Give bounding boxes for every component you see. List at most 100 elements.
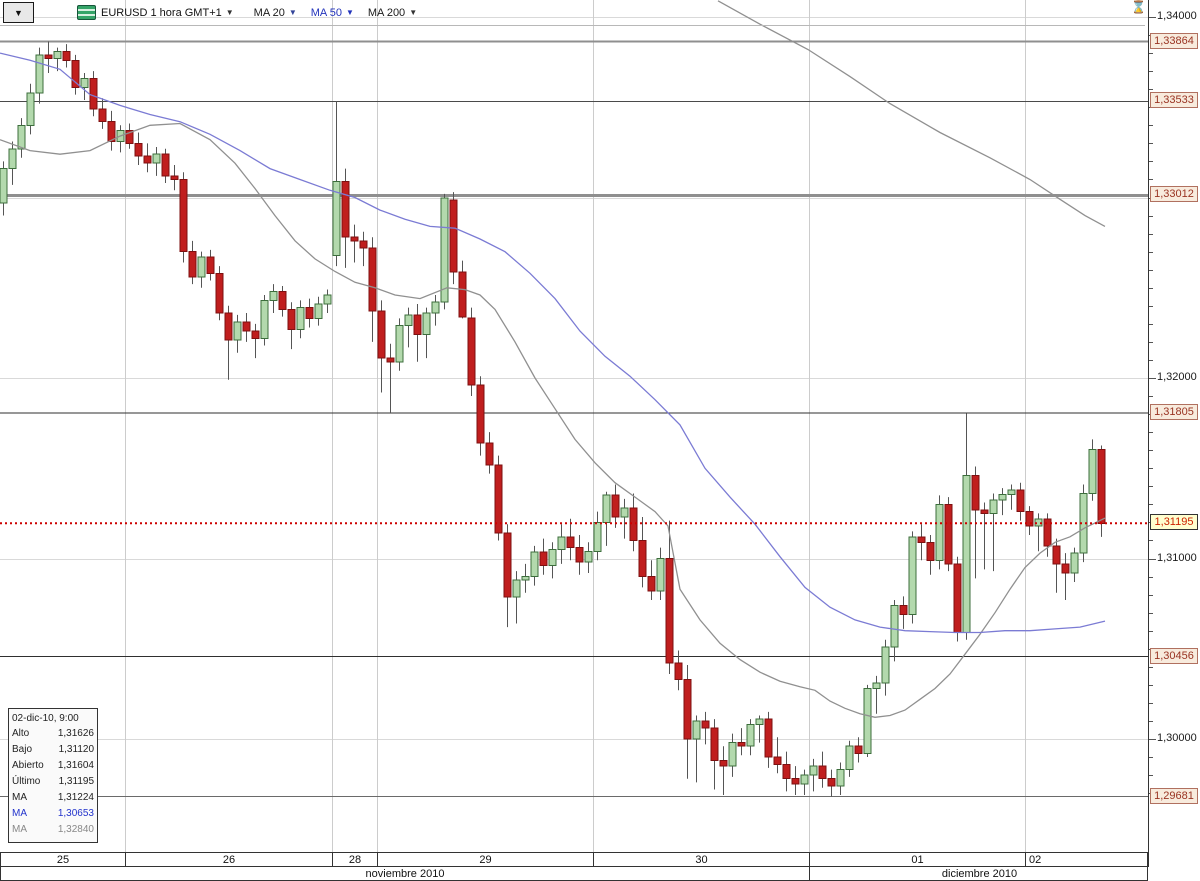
candle-down — [575, 547, 584, 563]
ma-20-line — [0, 122, 1106, 718]
candle-down — [188, 251, 197, 278]
candle-up — [908, 536, 917, 615]
price-tick — [1149, 216, 1153, 217]
candle-up — [890, 604, 899, 648]
chart-plot-area — [0, 0, 1148, 852]
data-window-row-value: 1,32840 — [57, 824, 94, 835]
price-tick — [1149, 757, 1153, 758]
price-tick — [1149, 432, 1153, 433]
candle-down — [710, 727, 719, 762]
price-tick — [1149, 17, 1156, 18]
chart-menu-dropdown-button[interactable]: ▼ — [3, 2, 34, 23]
level-price-label: 1,31805 — [1150, 404, 1198, 421]
candle-up — [809, 765, 818, 776]
candle-up — [557, 536, 566, 550]
toolbar: ▼ EURUSD 1 hora GMT+1 ▼ MA 20 ▼ MA 50 ▼ MA 2… — [0, 0, 1145, 26]
candle-down — [737, 742, 746, 747]
time-axis-months: noviembre 2010 diciembre 2010 — [0, 867, 1148, 881]
day-label: 01 — [810, 853, 1026, 866]
price-tick — [1149, 378, 1156, 379]
candle-down — [926, 541, 935, 561]
day-label: 02 — [1029, 853, 1042, 866]
price-tick — [1149, 595, 1153, 596]
day-label: 30 — [594, 853, 810, 866]
candle-up — [233, 321, 242, 341]
candle-up — [395, 325, 404, 363]
candle-down — [341, 180, 350, 238]
ma-50-selector[interactable]: MA 50 ▼ — [311, 7, 354, 19]
caret-down-icon: ▼ — [14, 7, 23, 18]
candle-up — [872, 682, 881, 689]
price-tick — [1149, 486, 1153, 487]
data-window-row-label: MA — [12, 808, 27, 819]
candle-up — [422, 312, 431, 336]
candle-up — [845, 745, 854, 771]
price-axis-label: 1,31000 — [1157, 551, 1197, 564]
ma-200-selector[interactable]: MA 200 ▼ — [368, 7, 417, 19]
candle-down — [224, 312, 233, 341]
day-label: 28 — [333, 853, 378, 866]
price-tick — [1149, 342, 1153, 343]
candle-down — [764, 718, 773, 758]
candle-up — [746, 724, 755, 747]
candle-up — [314, 303, 323, 319]
candle-down — [782, 763, 791, 780]
level-price-label: 1,33864 — [1150, 32, 1198, 49]
instrument-icon — [77, 5, 96, 20]
price-tick — [1149, 685, 1153, 686]
price-axis-label: 1,34000 — [1157, 10, 1197, 22]
data-window-row-label: Abierto — [12, 760, 44, 771]
candle-up — [656, 558, 665, 592]
candle-up — [1088, 449, 1097, 495]
candle-down — [953, 563, 962, 634]
candle-up — [593, 521, 602, 552]
candle-down — [944, 503, 953, 565]
data-window-row-label: Último — [12, 776, 41, 787]
candle-up — [962, 474, 971, 634]
hourglass-icon: ⌛ — [1131, 0, 1146, 14]
candle-up — [269, 290, 278, 301]
candle-down — [62, 50, 71, 61]
candle-up — [323, 294, 332, 305]
candle-up — [512, 579, 521, 598]
candle-down — [917, 536, 926, 543]
candle-down — [89, 77, 98, 110]
candle-up — [26, 92, 35, 126]
symbol-selector[interactable]: EURUSD 1 hora GMT+1 ▼ — [101, 7, 234, 19]
candle-down — [611, 494, 620, 518]
price-tick — [1149, 613, 1153, 614]
price-tick — [1149, 559, 1156, 560]
candle-down — [134, 142, 143, 157]
candle-up — [8, 148, 17, 170]
candle-down — [98, 108, 107, 123]
candle-down — [242, 321, 251, 332]
price-tick — [1149, 179, 1153, 180]
candle-up — [35, 54, 44, 94]
candle-down — [170, 175, 179, 180]
candle-down — [215, 272, 224, 314]
candle-down — [278, 290, 287, 310]
candle-down — [206, 256, 215, 274]
level-price-label: 1,29681 — [1150, 787, 1198, 804]
ma-20-selector[interactable]: MA 20 ▼ — [254, 7, 297, 19]
price-tick — [1149, 540, 1153, 541]
candle-down — [638, 539, 647, 578]
price-tick — [1149, 468, 1153, 469]
ma-200-line — [717, 0, 1106, 227]
price-tick — [1149, 252, 1153, 253]
candle-down — [791, 778, 800, 785]
candle-up — [431, 301, 440, 314]
price-tick — [1149, 288, 1153, 289]
candle-down — [1016, 489, 1025, 513]
candle-up — [620, 507, 629, 518]
ma-label: MA 200 — [367, 6, 406, 19]
price-tick — [1149, 667, 1153, 668]
data-window-row-label: Alto — [12, 728, 30, 739]
candle-down — [494, 464, 503, 534]
price-tick — [1149, 143, 1153, 144]
candle-up — [989, 499, 998, 514]
candle-down — [1061, 563, 1070, 574]
candle-down — [773, 756, 782, 765]
caret-down-icon: ▼ — [409, 8, 418, 17]
